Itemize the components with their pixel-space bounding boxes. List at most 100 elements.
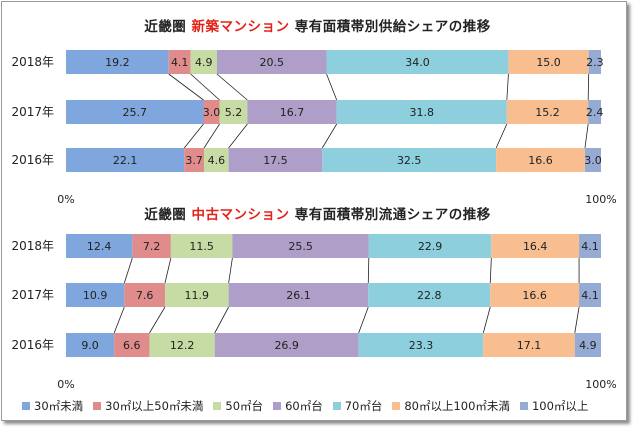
title-highlight: 中古マンション xyxy=(191,207,290,223)
connector-line xyxy=(489,257,492,284)
data-label: 4.9 xyxy=(195,56,213,69)
connector-line xyxy=(495,123,508,149)
bar-segment xyxy=(216,50,327,74)
data-label: 19.2 xyxy=(105,56,130,69)
bar-segment xyxy=(66,333,115,357)
chart-panel-2: 2018年 12.4 7.2 11.5 25.5 22.9 16.4 4.1 2017年 10.9… xyxy=(11,234,617,391)
bar-segment xyxy=(219,100,248,124)
legend-item: 50㎡台 xyxy=(213,398,263,414)
legend-swatch xyxy=(93,402,102,410)
bar-segment xyxy=(588,50,601,74)
data-label: 26.1 xyxy=(286,289,311,302)
data-label: 16.6 xyxy=(528,154,553,167)
bar-segment xyxy=(579,234,601,258)
connector-line xyxy=(584,123,589,149)
connector-line xyxy=(214,306,229,334)
legend-item: 60㎡台 xyxy=(273,398,323,414)
data-label: 26.9 xyxy=(274,339,299,352)
axis-tick-max: 100% xyxy=(585,378,616,391)
bar-segment xyxy=(579,283,601,307)
legend-swatch xyxy=(22,402,30,410)
bar-segment xyxy=(190,50,217,74)
connector-line xyxy=(506,73,509,101)
legend-swatch xyxy=(273,402,282,410)
legend-label: 100㎡以上 xyxy=(531,399,589,413)
bar-segment xyxy=(232,234,369,258)
category-label: 2018年 xyxy=(11,55,54,69)
data-label: 16.6 xyxy=(522,289,547,302)
bar-segment xyxy=(368,283,491,307)
data-label: 32.5 xyxy=(397,154,422,167)
bar-segment xyxy=(491,234,580,258)
bar-segment xyxy=(184,148,205,172)
data-label: 3.0 xyxy=(203,106,221,119)
legend-swatch xyxy=(213,402,222,410)
data-label: 31.8 xyxy=(410,106,435,119)
bar-segment xyxy=(66,50,169,74)
data-label: 4.9 xyxy=(579,339,597,352)
legend-item: 70㎡台 xyxy=(332,398,382,414)
legend-swatch xyxy=(392,402,401,410)
data-label: 12.2 xyxy=(170,339,195,352)
data-label: 4.6 xyxy=(208,154,226,167)
title-suffix: 専有面積帯別流通シェアの推移 xyxy=(289,207,491,223)
bar-segment xyxy=(66,283,125,307)
category-label: 2017年 xyxy=(11,288,54,302)
data-label: 11.5 xyxy=(189,240,214,253)
bar-segment xyxy=(326,50,509,74)
bar-segment xyxy=(584,148,601,172)
legend-swatch xyxy=(519,402,528,410)
connector-line xyxy=(149,306,166,334)
data-label: 9.0 xyxy=(81,339,99,352)
legend-item: 30㎡未満 xyxy=(22,398,83,414)
connector-line xyxy=(113,306,125,334)
category-label: 2017年 xyxy=(11,105,54,119)
data-label: 4.1 xyxy=(581,240,599,253)
data-label: 16.4 xyxy=(523,240,548,253)
connector-line xyxy=(164,257,172,284)
bar-segment xyxy=(168,50,191,74)
data-label: 12.4 xyxy=(87,240,112,253)
chart-title-used: 近畿圏 中古マンション 専有面積帯別流通シェアの推移 xyxy=(0,203,635,223)
bar-segment xyxy=(66,234,133,258)
connector-line xyxy=(326,73,338,101)
category-label: 2018年 xyxy=(11,239,54,253)
chart-title-new: 近畿圏 新築マンション 専有面積帯別供給シェアの推移 xyxy=(0,15,635,35)
legend-label: 80㎡以上100㎡未満 xyxy=(404,399,510,413)
bar-segment xyxy=(506,100,589,124)
data-label: 17.1 xyxy=(517,339,542,352)
bar-segment xyxy=(322,148,497,172)
legend-item: 30㎡以上50㎡未満 xyxy=(93,398,203,414)
data-label: 16.7 xyxy=(280,106,305,119)
data-label: 3.7 xyxy=(185,154,203,167)
data-label: 34.0 xyxy=(405,56,430,69)
bar-segment xyxy=(368,234,492,258)
data-label: 25.5 xyxy=(288,240,313,253)
data-label: 3.0 xyxy=(584,154,602,167)
data-label: 10.9 xyxy=(83,289,108,302)
connector-line xyxy=(190,73,220,101)
bar-segment xyxy=(228,148,323,172)
connector-line xyxy=(367,257,370,284)
bar-segment xyxy=(66,148,185,172)
bar-segment xyxy=(66,100,204,124)
title-prefix: 近畿圏 xyxy=(144,19,192,35)
data-label: 7.2 xyxy=(143,240,161,253)
connector-line xyxy=(587,73,590,101)
data-label: 7.6 xyxy=(136,289,154,302)
bar-segment xyxy=(164,283,229,307)
data-label: 22.9 xyxy=(418,240,443,253)
connector-line xyxy=(183,123,204,149)
connector-line xyxy=(228,257,233,284)
category-label: 2016年 xyxy=(11,338,54,352)
data-label: 2.4 xyxy=(586,106,604,119)
bar-segment xyxy=(588,100,601,124)
connector-line xyxy=(482,306,491,334)
data-label: 4.1 xyxy=(171,56,189,69)
bar-segment xyxy=(204,148,229,172)
legend-item: 80㎡以上100㎡未満 xyxy=(392,398,510,414)
bar-segment xyxy=(214,333,359,357)
bar-segment xyxy=(496,148,585,172)
axis-tick-max: 100% xyxy=(585,193,616,206)
bar-segment xyxy=(574,333,601,357)
